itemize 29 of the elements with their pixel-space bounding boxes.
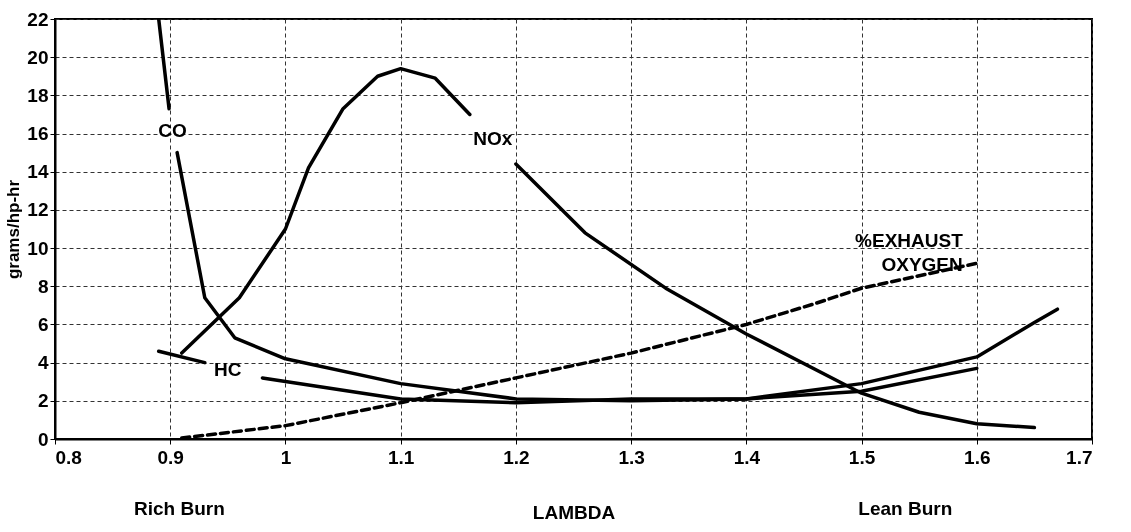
y-tick-label: 10	[27, 237, 49, 259]
x-tick-label: 1.1	[387, 446, 415, 468]
x-tick-label: 1.7	[1066, 446, 1093, 468]
y-tick-label: 4	[37, 352, 49, 374]
y-axis-title: grams/hp-hr	[4, 179, 24, 280]
y-tick-label: 0	[37, 428, 49, 450]
y-tick-label: 12	[27, 199, 49, 221]
y-tick-label: 16	[27, 123, 49, 145]
series-label: NOx	[473, 128, 513, 150]
y-tick-label: 20	[27, 46, 49, 68]
series-label: CO	[158, 119, 187, 141]
y-tick-label: 18	[27, 84, 49, 106]
y-tick-label: 22	[27, 8, 49, 30]
y-tick-label: 8	[37, 275, 49, 297]
y-tick-label: 14	[27, 161, 49, 183]
x-tick-label: 1	[280, 446, 292, 468]
x-tick-label: 1.2	[503, 446, 530, 468]
y-tick-label: 6	[37, 313, 49, 335]
series-label: HC	[214, 359, 242, 381]
x-tick-label: 1.4	[733, 446, 761, 468]
y-tick-label: 2	[37, 390, 49, 412]
text: Rich Burn	[134, 498, 225, 519]
x-tick-label: 1.3	[618, 446, 645, 468]
x-tick-label: 1.6	[964, 446, 991, 468]
x-tick-label: 0.8	[55, 446, 82, 468]
x-tick-label: 1.5	[848, 446, 876, 468]
text: Lean Burn	[858, 498, 953, 519]
x-axis-title: LAMBDA	[532, 501, 616, 523]
x-tick-label: 0.9	[157, 446, 184, 468]
